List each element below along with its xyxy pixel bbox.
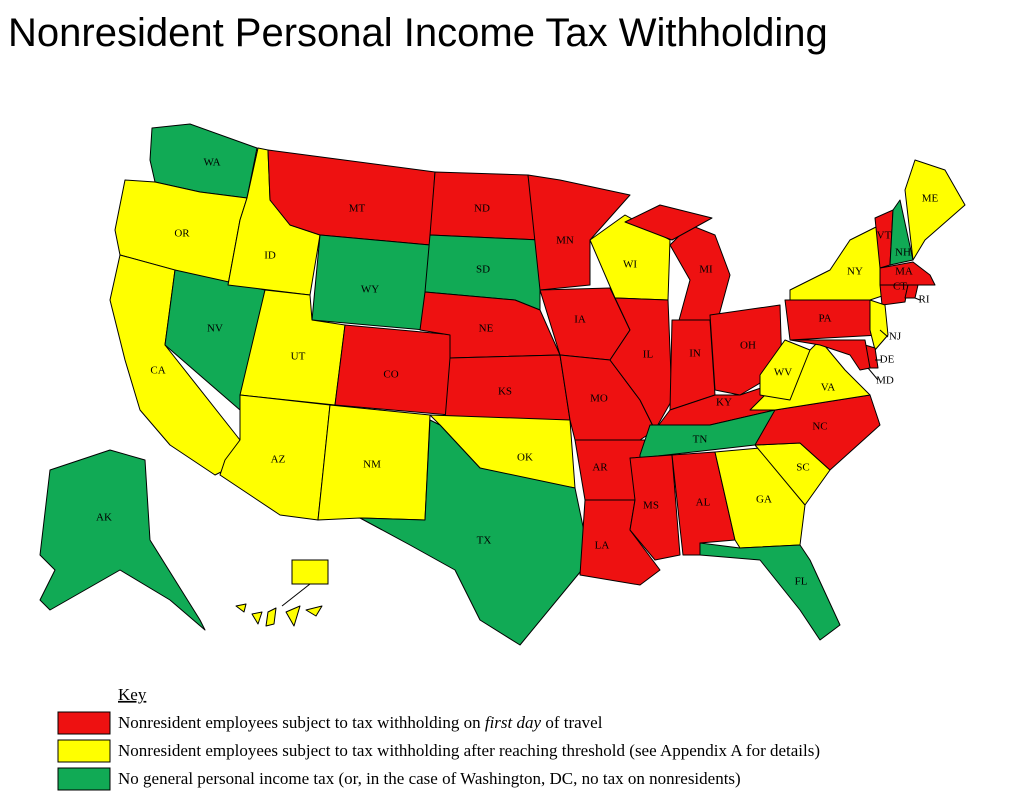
state-label: WA [203,157,220,169]
state [589,214,671,301]
state-label: FL [795,576,808,588]
state-label: IA [574,314,586,326]
state-label: IN [689,348,701,360]
state-label: MS [643,500,659,512]
state-label: MT [349,203,366,215]
state-label: NE [479,323,494,335]
state-label: CO [383,369,398,381]
labels: WA OR CA NV ID MT WY UT AZ CO NM ND SD NE KS OK TX MN IA MO… [96,157,939,607]
state-label: RI [919,294,930,306]
state-label: NM [363,459,381,471]
state-label: AZ [271,454,286,466]
state-label: ME [922,193,939,205]
state-label: MN [556,235,574,247]
leader-line [914,297,921,301]
state-label: NY [847,266,863,278]
state-label: MD [876,375,894,387]
state-label: NV [207,323,223,335]
state [624,204,713,241]
state-label: ID [264,250,276,262]
key-text-part: first day [485,713,542,732]
state-label: VA [821,382,836,394]
state [359,419,591,646]
key-swatch [57,739,111,763]
state-label: SC [796,462,809,474]
state [251,611,263,625]
key-text: No general personal income tax (or, in t… [118,769,741,788]
state [311,234,431,331]
state-label: AL [696,497,711,509]
state-label: AR [592,462,608,474]
state-label: CA [150,365,165,377]
state [879,261,936,286]
state-label: NH [895,247,911,259]
state [235,603,247,613]
state [789,339,871,371]
state [789,224,886,301]
state-label: NC [812,421,827,433]
state-label: OK [517,452,533,464]
state [699,542,841,641]
state-label: SD [476,264,490,276]
state-label: OH [740,340,756,352]
state-label: WY [361,284,379,296]
state [904,159,966,261]
state-label: LA [595,540,610,552]
title: Nonresident Personal Income Tax Withhold… [8,11,828,55]
states [39,123,966,646]
state [285,605,301,627]
state-label: DE [880,354,895,366]
key-text-part: of travel [541,713,603,732]
hawaii-box [291,559,329,585]
state-label: WV [774,367,792,379]
key-title: Key [118,685,147,704]
key-text: Nonresident employees subject to tax wit… [118,713,603,732]
state-label: UT [291,351,306,363]
state-label: MI [699,264,713,276]
hawaii-pointer [281,583,311,607]
state [879,284,909,306]
leader-line [879,329,889,338]
state-label: AK [96,512,112,524]
key: Nonresident employees subject to tax wit… [57,711,820,791]
state [759,339,811,401]
state-label: OR [174,228,190,240]
state-label: MO [590,393,608,405]
key-text-part: Nonresident employees subject to tax wit… [118,713,485,732]
state-label: NJ [889,331,902,343]
state-label: CT [893,281,907,293]
state [784,299,881,341]
state-label: VT [877,230,892,242]
leader-line [867,367,879,381]
state-label: IL [643,349,654,361]
key-swatch [57,711,111,735]
key-text: Nonresident employees subject to tax wit… [118,741,820,760]
state-label: MA [895,266,913,278]
state [305,605,323,617]
state-label: KY [716,397,732,409]
state-label: PA [818,313,831,325]
state [265,607,277,627]
key-swatch [57,767,111,791]
state-label: ND [474,203,490,215]
state [609,297,673,431]
state-label: TX [477,535,492,547]
state-label: GA [756,494,772,506]
state-label: KS [498,386,512,398]
state-label: TN [693,434,708,446]
state-label: WI [623,259,637,271]
state [39,449,206,631]
state [669,319,716,411]
state [869,299,889,351]
